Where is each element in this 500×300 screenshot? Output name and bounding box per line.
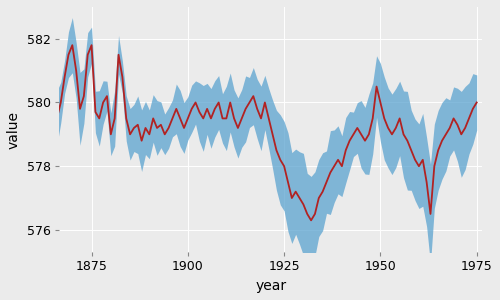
Y-axis label: value: value [7,111,21,148]
X-axis label: year: year [255,279,286,293]
